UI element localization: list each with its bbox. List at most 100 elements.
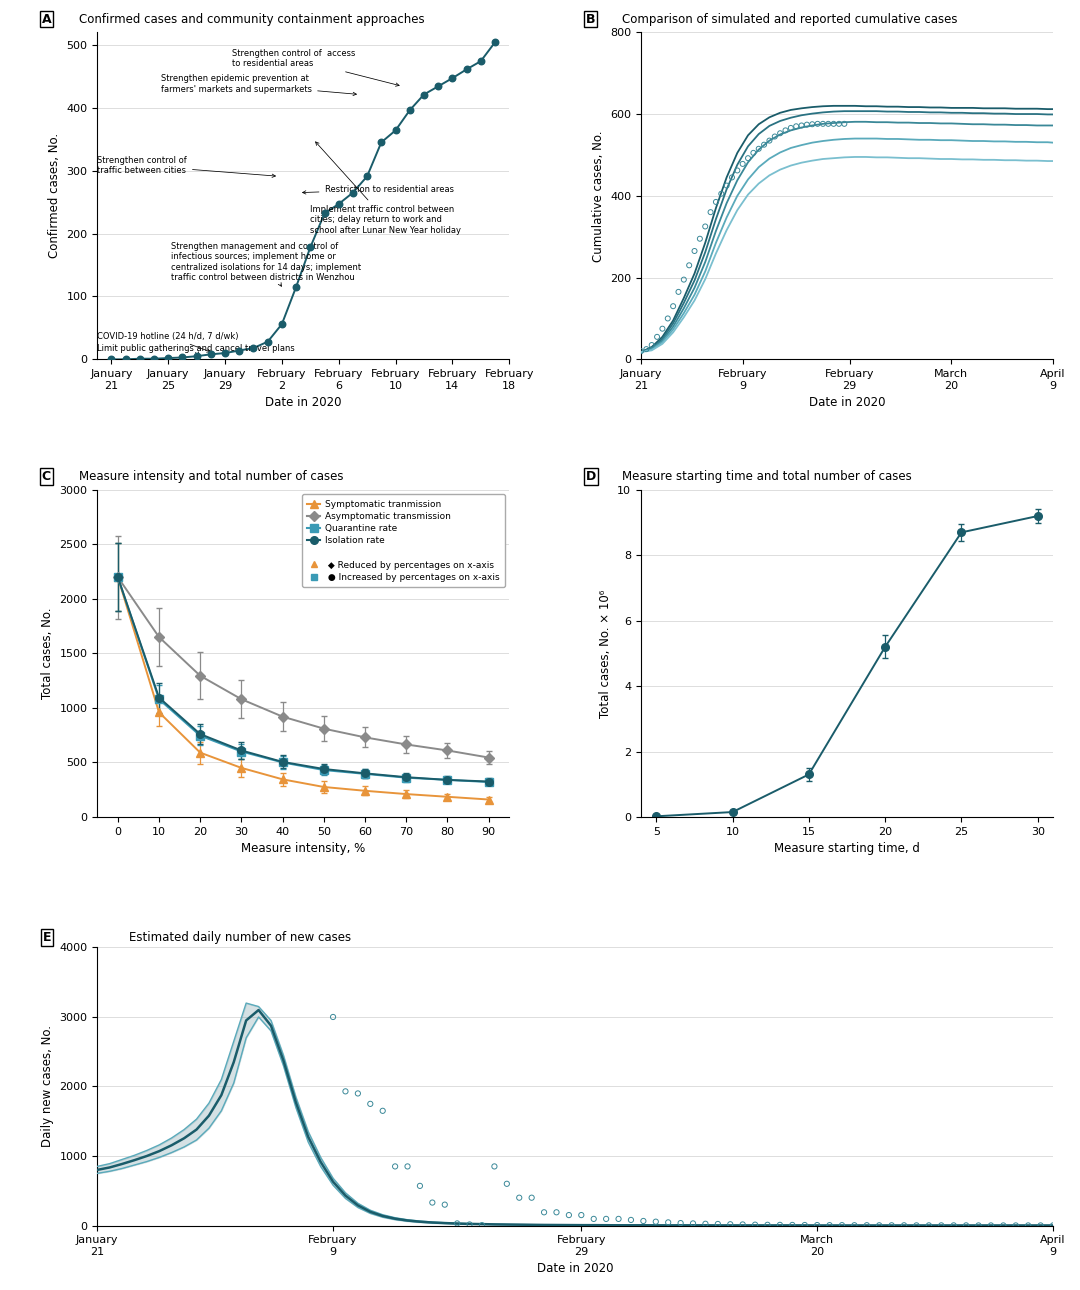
- Text: Measure intensity and total number of cases: Measure intensity and total number of ca…: [79, 471, 343, 484]
- Point: [755, 134, 772, 155]
- Point: [820, 114, 837, 134]
- Point: [995, 1215, 1012, 1236]
- Text: Strengthen control of  access
to residential areas: Strengthen control of access to resident…: [232, 49, 400, 86]
- Point: [401, 99, 418, 120]
- Point: [664, 295, 681, 316]
- Point: [548, 1202, 565, 1223]
- Point: [423, 1192, 441, 1213]
- Text: Strengthen management and control of
infectious sources; implement home or
centr: Strengthen management and control of inf…: [171, 241, 361, 286]
- Point: [796, 1215, 813, 1236]
- Point: [713, 183, 730, 204]
- Point: [734, 1214, 752, 1235]
- Point: [784, 1215, 801, 1236]
- Point: [766, 126, 783, 147]
- Point: [146, 348, 163, 369]
- Text: COVID-19 hotline (24 h/d, 7 d/wk): COVID-19 hotline (24 h/d, 7 d/wk): [97, 332, 239, 352]
- Point: [831, 114, 848, 134]
- Point: [330, 194, 348, 214]
- Point: [324, 1006, 341, 1027]
- Point: [473, 1215, 490, 1236]
- Point: [870, 1215, 888, 1236]
- X-axis label: Date in 2020: Date in 2020: [809, 396, 886, 409]
- Point: [685, 1213, 702, 1233]
- Point: [760, 130, 778, 151]
- Point: [635, 1210, 652, 1231]
- Text: Restriction to residential areas: Restriction to residential areas: [302, 184, 454, 194]
- Point: [103, 350, 120, 370]
- Point: [1044, 1215, 1062, 1236]
- Point: [430, 76, 447, 97]
- Text: Strengthen control of
traffic between cities: Strengthen control of traffic between ci…: [97, 156, 275, 178]
- Point: [416, 84, 433, 104]
- Point: [970, 1215, 987, 1236]
- Point: [793, 115, 810, 135]
- Point: [814, 114, 832, 134]
- X-axis label: Measure starting time, d: Measure starting time, d: [774, 842, 920, 855]
- Point: [374, 1100, 391, 1121]
- Point: [448, 1213, 465, 1233]
- Point: [718, 175, 735, 196]
- Point: [301, 237, 319, 258]
- Point: [777, 120, 794, 141]
- Point: [472, 50, 489, 71]
- Point: [633, 341, 650, 361]
- Point: [337, 1081, 354, 1102]
- Point: [883, 1215, 901, 1236]
- Point: [686, 241, 703, 262]
- Point: [895, 1215, 913, 1236]
- X-axis label: Measure intensity, %: Measure intensity, %: [241, 842, 365, 855]
- Text: Measure starting time and total number of cases: Measure starting time and total number o…: [622, 471, 913, 484]
- Point: [697, 1214, 714, 1235]
- Point: [670, 281, 687, 302]
- Point: [315, 203, 333, 223]
- Text: E: E: [43, 931, 51, 944]
- Point: [787, 116, 805, 137]
- Point: [245, 338, 262, 359]
- Point: [399, 1156, 416, 1176]
- Point: [653, 319, 671, 339]
- Point: [622, 1210, 639, 1231]
- Y-axis label: Total cases, No.: Total cases, No.: [41, 608, 54, 699]
- Point: [721, 1214, 739, 1235]
- Point: [702, 201, 719, 222]
- Point: [675, 270, 692, 290]
- Point: [707, 192, 725, 213]
- Point: [1020, 1215, 1037, 1236]
- Point: [597, 1209, 615, 1229]
- Point: [523, 1187, 540, 1207]
- Point: [751, 138, 768, 159]
- Point: [610, 1209, 627, 1229]
- Point: [809, 114, 826, 134]
- Point: [273, 313, 291, 334]
- Point: [821, 1215, 838, 1236]
- Point: [782, 117, 799, 138]
- Point: [958, 1215, 975, 1236]
- Point: [444, 68, 461, 89]
- Point: [231, 341, 248, 361]
- X-axis label: Date in 2020: Date in 2020: [537, 1263, 613, 1276]
- Point: [202, 344, 219, 365]
- Text: A: A: [42, 13, 51, 26]
- Text: Comparison of simulated and reported cumulative cases: Comparison of simulated and reported cum…: [622, 13, 958, 26]
- Point: [359, 166, 376, 187]
- Y-axis label: Confirmed cases, No.: Confirmed cases, No.: [48, 133, 60, 258]
- Point: [511, 1187, 528, 1207]
- Text: Strengthen epidemic prevention at
farmers' markets and supermarkets: Strengthen epidemic prevention at farmer…: [161, 74, 356, 95]
- Point: [1032, 1215, 1050, 1236]
- Point: [734, 154, 752, 174]
- Point: [836, 114, 853, 134]
- Point: [771, 123, 788, 143]
- Point: [373, 132, 390, 152]
- Point: [486, 32, 503, 53]
- Point: [759, 1214, 777, 1235]
- Text: Estimated daily number of new cases: Estimated daily number of new cases: [129, 931, 351, 944]
- Point: [117, 350, 134, 370]
- Point: [710, 1214, 727, 1235]
- Point: [908, 1215, 926, 1236]
- Point: [536, 1202, 553, 1223]
- Point: [859, 1215, 876, 1236]
- Point: [259, 332, 276, 352]
- Point: [846, 1215, 863, 1236]
- Text: D: D: [585, 471, 596, 484]
- Text: C: C: [42, 471, 51, 484]
